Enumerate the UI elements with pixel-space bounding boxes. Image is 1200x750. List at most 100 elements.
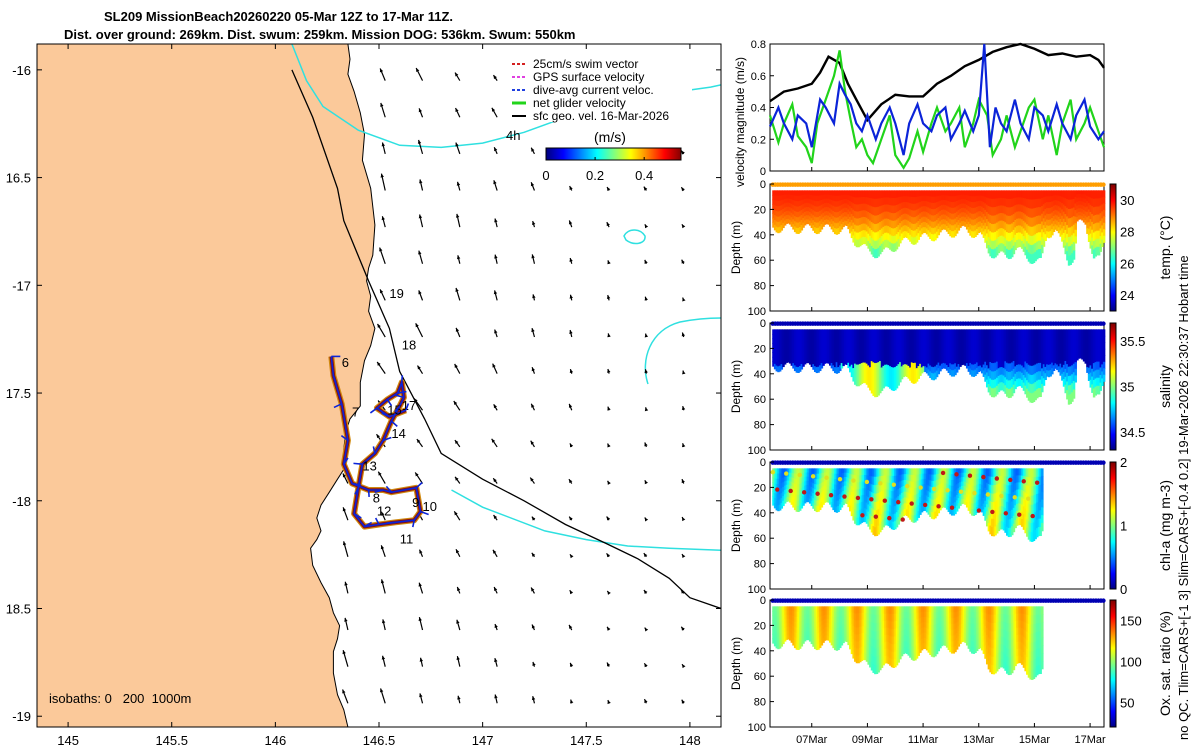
land-mass bbox=[37, 44, 376, 727]
colorbar-label: chl-a (mg m-3) bbox=[1157, 480, 1173, 571]
velocity-arrow bbox=[342, 650, 349, 667]
svg-text:GPS surface velocity: GPS surface velocity bbox=[533, 70, 644, 84]
side-note: no QC. Tlim=CARS+[-1 3] Slim=CARS+[-0.4 … bbox=[1176, 255, 1191, 740]
velocity-arrow bbox=[417, 139, 424, 155]
velocity-arrow bbox=[380, 511, 386, 521]
velocity-arrow bbox=[530, 182, 536, 191]
map-x-tick: 145.5 bbox=[155, 733, 188, 748]
track-vector bbox=[343, 457, 349, 465]
velocity-arrow bbox=[494, 694, 498, 704]
velocity-arrow bbox=[416, 438, 424, 448]
velocity-arrow bbox=[492, 74, 498, 81]
track-vector bbox=[374, 489, 384, 494]
velocity-arrow bbox=[568, 220, 573, 228]
map-y-tick: -18 bbox=[12, 494, 31, 509]
depth-tick: 100 bbox=[748, 722, 766, 734]
map-y-axis: -16 16.5 -17 17.5 -18 18.5 -19 bbox=[6, 63, 721, 724]
velocity-arrow bbox=[531, 516, 536, 521]
velocity-arrow bbox=[414, 472, 424, 484]
svg-text:dive-avg current veloc.: dive-avg current veloc. bbox=[533, 83, 654, 97]
track-vector bbox=[415, 481, 423, 489]
depth-tick: 40 bbox=[754, 508, 766, 520]
velocity-arrow bbox=[529, 477, 535, 484]
velocity-ylabel: velocity magnitude (m/s) bbox=[733, 57, 747, 187]
day-label: 14 bbox=[391, 426, 405, 441]
velocity-arrow bbox=[381, 216, 386, 228]
velocity-arrow bbox=[376, 323, 386, 338]
depth-tick: 80 bbox=[754, 697, 766, 709]
velocity-arrow bbox=[344, 617, 349, 631]
velocity-arrow bbox=[569, 329, 573, 338]
day-label: 9 bbox=[412, 495, 419, 510]
velocity-arrow bbox=[493, 146, 498, 155]
velocity-arrow bbox=[606, 294, 611, 301]
velocity-arrow bbox=[644, 224, 649, 229]
colorbar-tick: 30 bbox=[1120, 193, 1134, 208]
velocity-arrow bbox=[570, 699, 574, 704]
velocity-arrow bbox=[531, 367, 536, 374]
velocity-arrow bbox=[644, 517, 649, 522]
velocity-arrow bbox=[342, 507, 349, 521]
track-vector bbox=[364, 521, 373, 528]
velocity-arrow bbox=[413, 398, 424, 411]
depth-tick: 40 bbox=[754, 230, 766, 242]
velocity-arrow bbox=[454, 439, 461, 448]
day-label: 13 bbox=[362, 458, 376, 473]
depth-tick: 0 bbox=[760, 595, 766, 607]
colorbar-label: salinity bbox=[1157, 365, 1173, 408]
map-x-tick: 147.5 bbox=[570, 733, 603, 748]
track-vector bbox=[353, 462, 363, 465]
velocity-y-tick: 0.6 bbox=[751, 71, 766, 83]
velocity-arrow bbox=[607, 333, 611, 338]
day-label: 11 bbox=[400, 532, 414, 547]
legend-entry: GPS surface velocity bbox=[512, 70, 644, 84]
day-label: 15 bbox=[387, 402, 401, 417]
profile-temperature: 0 20 40 60 80 100 Depth (m) 24 26 28 30 temp. (°C) bbox=[729, 179, 1173, 318]
velocity-arrow bbox=[454, 476, 461, 484]
map-x-axis: 145 145.5 146 146.5 147 147.5 148 bbox=[57, 44, 701, 748]
velocity-arrow bbox=[456, 586, 461, 594]
velocity-arrow bbox=[568, 516, 573, 521]
track-vector bbox=[353, 513, 362, 519]
colorbar-tick: 2 bbox=[1120, 455, 1127, 470]
velocity-arrow bbox=[457, 695, 461, 704]
legend-entry: 25cm/s swim vector bbox=[512, 57, 638, 71]
velocity-arrow bbox=[569, 553, 574, 559]
colorbar-label: temp. (°C) bbox=[1157, 216, 1173, 280]
depth-tick: 20 bbox=[754, 482, 766, 494]
velocity-arrow bbox=[492, 363, 498, 374]
velocity-arrow bbox=[680, 150, 685, 155]
velocity-arrow bbox=[344, 581, 349, 594]
velocity-arrow bbox=[455, 142, 461, 155]
velocity-arrow bbox=[454, 72, 461, 81]
velocity-arrow bbox=[530, 147, 535, 155]
velocity-series bbox=[768, 43, 1105, 156]
legend-entry: net glider velocity bbox=[512, 96, 626, 110]
velocity-arrow bbox=[418, 214, 424, 228]
day-label: 18 bbox=[402, 338, 416, 353]
velocity-arrow bbox=[455, 213, 461, 228]
velocity-arrow bbox=[680, 186, 685, 192]
day-label: 7 bbox=[352, 404, 359, 419]
velocity-arrow bbox=[568, 624, 573, 631]
velocity-arrow bbox=[418, 290, 424, 301]
depth-tick: 80 bbox=[754, 559, 766, 571]
velocity-arrow bbox=[342, 541, 349, 557]
velocity-arrow bbox=[493, 403, 498, 411]
velocity-arrow bbox=[681, 699, 685, 704]
velocity-y-tick: 0.4 bbox=[751, 103, 766, 115]
isobath-200m-loop bbox=[623, 229, 721, 385]
velocity-arrow bbox=[415, 323, 424, 338]
colorbar-tick: 24 bbox=[1120, 288, 1134, 303]
map-y-tick: 16.5 bbox=[6, 171, 31, 186]
velocity-arrow bbox=[381, 655, 386, 667]
velocity-arrow bbox=[531, 552, 536, 558]
velocity-panel: 0 0.2 0.4 0.6 0.8 velocity magnitude (m/s) bbox=[733, 39, 1106, 187]
map-x-tick: 146.5 bbox=[363, 733, 396, 748]
velocity-arrow bbox=[607, 368, 611, 374]
velocity-arrow bbox=[494, 658, 498, 667]
map-panel: 6 7 8 9 10 11 12 13 14 15 17 18 19 145 145.5 146 146.5 1… bbox=[6, 43, 722, 748]
velocity-arrow bbox=[455, 548, 461, 558]
velocity-arrow bbox=[418, 582, 424, 594]
velocity-arrow bbox=[606, 516, 611, 521]
